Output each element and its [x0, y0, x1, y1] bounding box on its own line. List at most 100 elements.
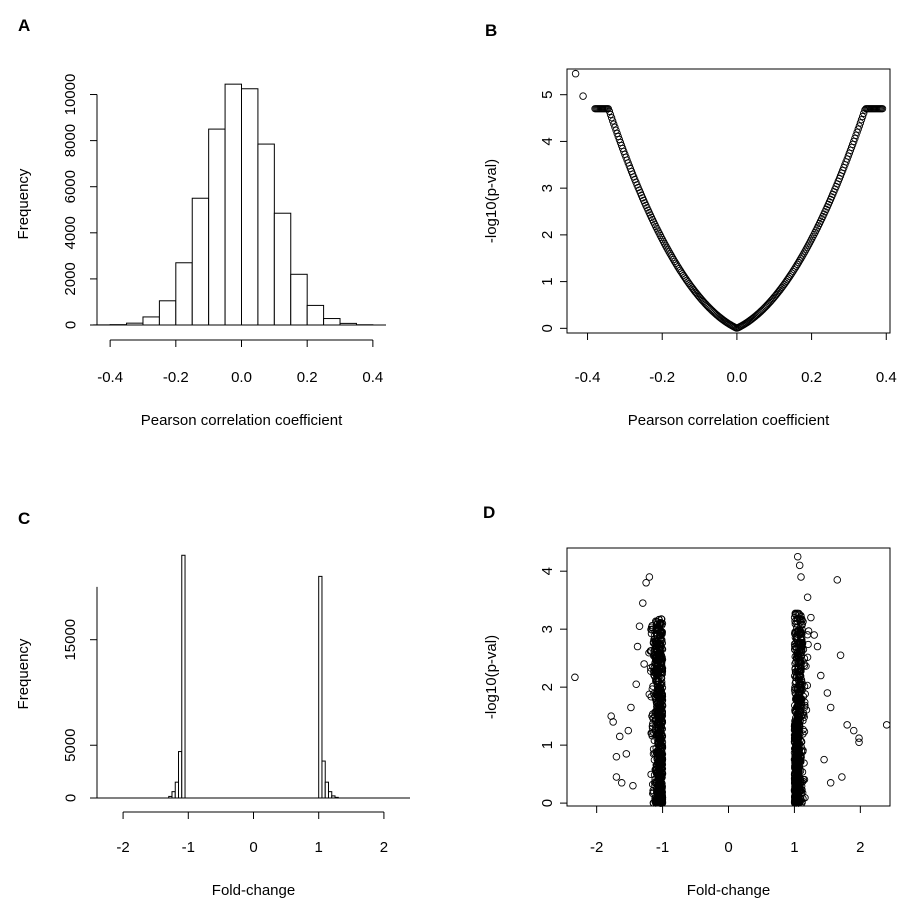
- point-d: [793, 774, 801, 783]
- chart-d: -2 -1 0 1 2 0 1 2 3 4 Fold-change -log10(p-val): [483, 547, 891, 899]
- point-b: [795, 257, 804, 265]
- point-d: [617, 779, 626, 787]
- point-d: [654, 772, 662, 780]
- point-b: [670, 257, 679, 266]
- x-tick-label-c: 2: [380, 839, 388, 856]
- x-tick-label-a: 0.2: [297, 369, 318, 386]
- point-d: [823, 689, 832, 697]
- point-d: [650, 668, 658, 676]
- point-b: [802, 245, 810, 253]
- point-d: [653, 761, 661, 770]
- x-tick-label-d: 1: [790, 839, 798, 856]
- point-d: [798, 648, 806, 656]
- point-d: [649, 652, 658, 660]
- bar-a: [257, 143, 275, 326]
- point-d: [791, 752, 799, 760]
- plot-frame-b: [566, 68, 891, 334]
- point-d: [650, 689, 658, 698]
- point-b: [852, 131, 860, 139]
- y-tick-label-a: 10000: [62, 74, 79, 116]
- point-d: [645, 573, 654, 581]
- point-d: [797, 660, 805, 668]
- point-d: [647, 630, 656, 638]
- x-tick-label-b: 0.4: [876, 369, 897, 386]
- point-d: [798, 797, 806, 806]
- panel-label-a: A: [18, 16, 30, 35]
- point-d: [658, 792, 666, 800]
- point-d: [633, 642, 642, 651]
- y-axis-title-a: Frequency: [15, 168, 32, 239]
- point-d: [794, 718, 803, 726]
- y-axis-title-c: Frequency: [15, 638, 32, 709]
- point-b: [669, 255, 678, 264]
- point-d: [793, 650, 801, 658]
- y-tick-label-d: 3: [539, 625, 556, 633]
- point-b: [801, 247, 809, 255]
- bar-c: [334, 796, 339, 799]
- chart-a: -0.4 -0.2 0.0 0.2 0.4 0 2000 4000 6000 8000 10000 P…: [15, 74, 386, 429]
- point-b: [606, 110, 615, 119]
- point-b: [878, 105, 887, 113]
- point-d: [650, 736, 658, 745]
- point-b: [673, 261, 681, 269]
- point-d: [656, 739, 664, 748]
- point-d: [797, 573, 805, 581]
- point-b: [610, 120, 618, 128]
- plot-frame-d: [566, 547, 891, 807]
- point-d: [647, 667, 655, 675]
- point-d: [791, 609, 799, 617]
- point-d: [657, 722, 665, 731]
- point-d: [797, 643, 805, 651]
- point-d: [805, 627, 813, 635]
- point-d: [792, 752, 801, 761]
- y-axis-title-d: -log10(p-val): [483, 635, 500, 719]
- point-d: [794, 725, 802, 733]
- point-d: [807, 613, 815, 622]
- point-b: [797, 255, 805, 263]
- point-d: [651, 722, 660, 731]
- y-tick-label-a: 4000: [62, 216, 79, 249]
- bar-a: [126, 322, 144, 326]
- y-tick-label-b: 3: [539, 184, 556, 192]
- point-b: [799, 251, 807, 259]
- point-b: [579, 92, 587, 100]
- point-d: [635, 622, 644, 631]
- point-d: [849, 726, 858, 735]
- point-d: [656, 627, 664, 636]
- point-b: [858, 112, 867, 121]
- point-b: [668, 254, 677, 262]
- y-tick-label-a: 8000: [62, 124, 79, 157]
- point-b: [791, 264, 799, 272]
- point-b: [571, 69, 580, 78]
- point-d: [658, 765, 666, 773]
- point-d: [657, 660, 665, 668]
- bar-c: [181, 554, 186, 799]
- point-b: [665, 248, 673, 256]
- point-d: [855, 738, 863, 746]
- point-d: [658, 773, 666, 782]
- point-d: [652, 677, 661, 685]
- point-d: [648, 626, 656, 634]
- point-d: [627, 703, 635, 712]
- y-tick-label-c: 15000: [62, 619, 79, 661]
- point-d: [790, 749, 799, 757]
- x-tick-label-d: -1: [656, 839, 669, 856]
- point-d: [655, 711, 663, 720]
- x-tick-label-d: 2: [856, 839, 864, 856]
- x-tick-label-b: -0.4: [575, 369, 601, 386]
- point-d: [810, 631, 818, 639]
- point-d: [791, 664, 799, 672]
- point-d: [794, 767, 803, 775]
- point-d: [639, 599, 647, 607]
- point-d: [790, 686, 799, 694]
- point-d: [796, 626, 804, 634]
- point-d: [836, 651, 845, 660]
- point-d: [658, 665, 666, 674]
- point-d: [652, 645, 660, 653]
- panel-label-b: B: [485, 21, 497, 40]
- point-d: [658, 717, 667, 725]
- point-d: [658, 639, 667, 647]
- y-tick-label-b: 4: [539, 137, 556, 145]
- y-tick-label-b: 1: [539, 277, 556, 285]
- point-d: [654, 698, 662, 707]
